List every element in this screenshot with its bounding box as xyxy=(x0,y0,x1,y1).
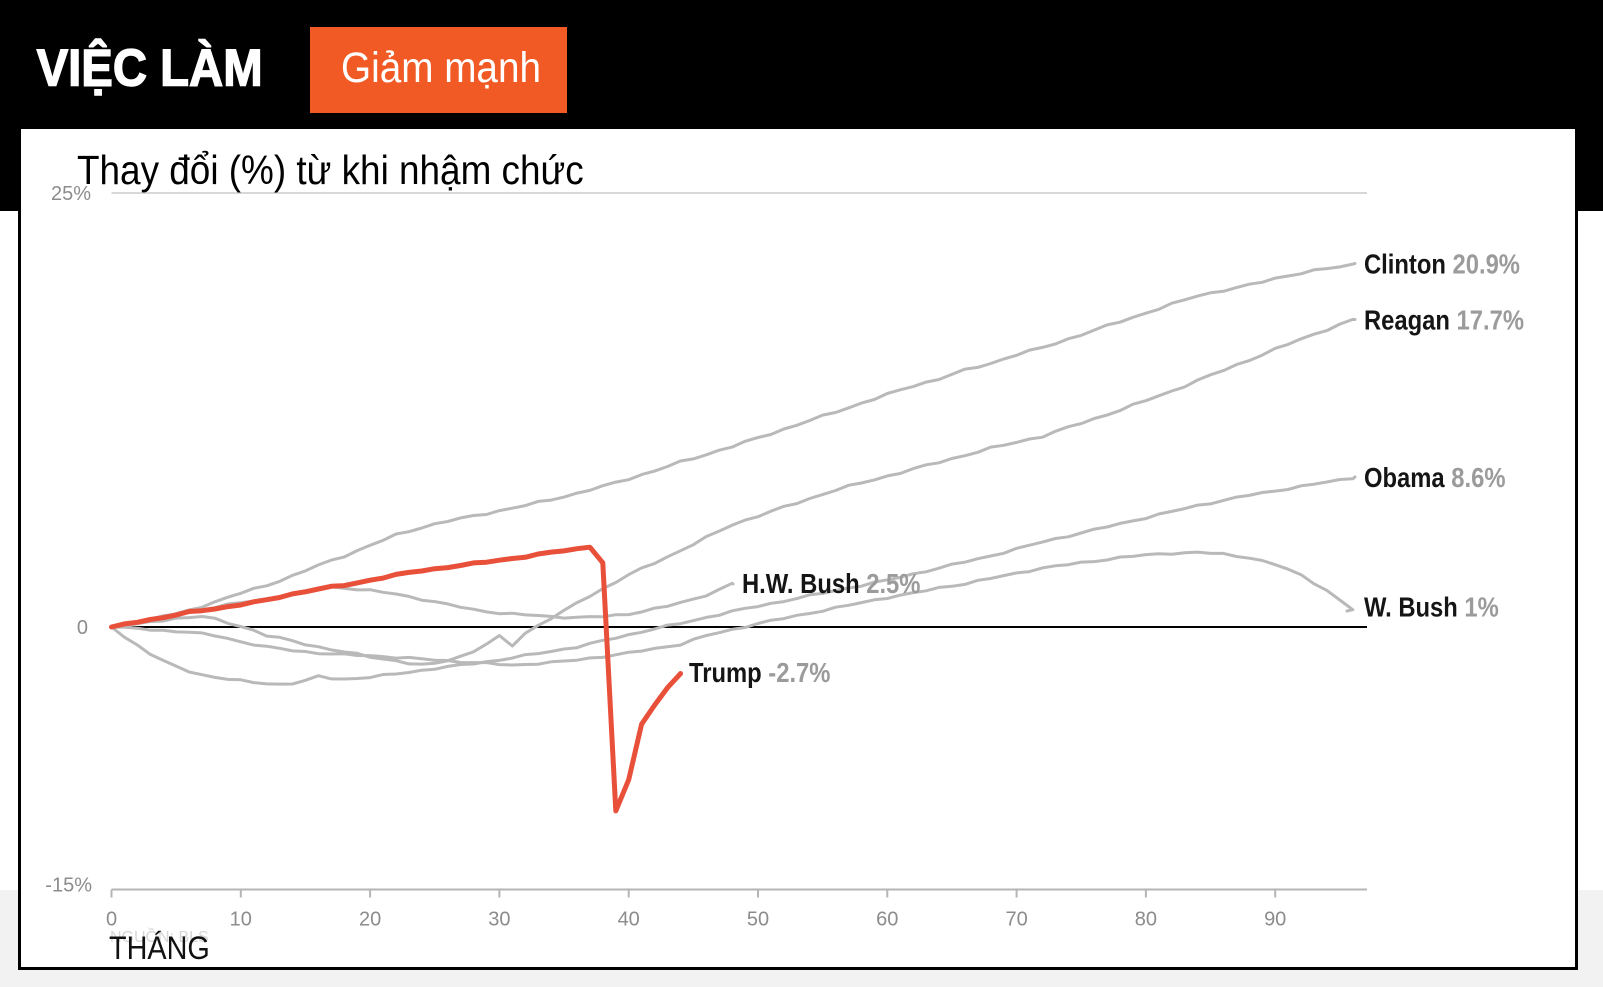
svg-text:-15%: -15% xyxy=(45,875,92,897)
svg-text:60: 60 xyxy=(876,909,898,931)
svg-text:0: 0 xyxy=(106,909,117,931)
svg-text:40: 40 xyxy=(618,909,640,931)
svg-text:VIỆC LÀM: VIỆC LÀM xyxy=(37,38,263,97)
svg-text:20: 20 xyxy=(359,909,381,931)
svg-text:Reagan 17.7%: Reagan 17.7% xyxy=(1364,304,1524,336)
svg-text:70: 70 xyxy=(1005,909,1027,931)
svg-text:NGUỒN: BLS: NGUỒN: BLS xyxy=(110,927,209,946)
svg-text:80: 80 xyxy=(1135,909,1157,931)
svg-text:Trump -2.7%: Trump -2.7% xyxy=(689,656,830,688)
svg-text:30: 30 xyxy=(488,909,510,931)
svg-text:W. Bush 1%: W. Bush 1% xyxy=(1364,591,1499,623)
svg-text:90: 90 xyxy=(1264,909,1286,931)
svg-text:10: 10 xyxy=(230,909,252,931)
svg-text:Obama 8.6%: Obama 8.6% xyxy=(1364,461,1505,493)
svg-text:H.W. Bush 2.5%: H.W. Bush 2.5% xyxy=(742,567,920,599)
svg-text:THÁNG: THÁNG xyxy=(109,930,210,967)
svg-text:0: 0 xyxy=(77,617,88,639)
svg-text:Giảm mạnh: Giảm mạnh xyxy=(341,43,541,91)
svg-text:50: 50 xyxy=(747,909,769,931)
svg-text:25%: 25% xyxy=(51,183,91,205)
svg-text:Thay đổi (%) từ khi nhậm chức: Thay đổi (%) từ khi nhậm chức xyxy=(77,148,584,193)
svg-text:Clinton 20.9%: Clinton 20.9% xyxy=(1364,248,1520,280)
